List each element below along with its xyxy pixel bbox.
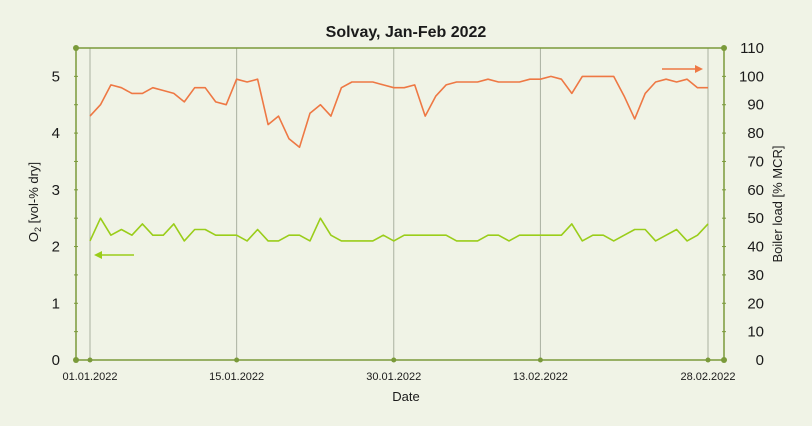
y-right-tick-label: 40: [747, 239, 764, 256]
x-tick-mark: [391, 357, 397, 363]
y-left-tick-label: 1: [52, 295, 60, 312]
y-right-tick-label: 10: [747, 324, 764, 341]
y-right-tick-label: 90: [747, 97, 764, 114]
y-right-tick-label: 80: [747, 125, 764, 142]
x-gridlines: [89, 48, 709, 360]
boiler-load-series-line: [89, 75, 708, 149]
y-right-tick-label: 50: [747, 210, 764, 227]
x-axis-title: Date: [392, 389, 419, 404]
y-right-tick-label: 0: [756, 352, 764, 369]
y-left-tick-label: 3: [52, 182, 60, 199]
x-tick-label: 30.01.2022: [366, 371, 421, 383]
y-right-tick-label: 100: [739, 68, 764, 85]
x-tick-mark: [537, 357, 543, 363]
y-right-tick-labels: 0 10 20 30 40 50 60 70 80 90 100 110: [722, 40, 764, 369]
x-tick-label: 01.01.2022: [62, 371, 117, 383]
y-left-tick-label: 2: [52, 239, 60, 256]
y-right-tick-label: 60: [747, 182, 764, 199]
o2-axis-arrow-head: [94, 251, 102, 259]
y-right-tick-label: 70: [747, 153, 764, 170]
x-tick-mark: [234, 357, 240, 363]
x-tick-mark: [705, 357, 711, 363]
chart-title: Solvay, Jan-Feb 2022: [326, 24, 487, 41]
axis-corner-dot: [73, 45, 79, 51]
y-left-tick-label: 4: [52, 125, 60, 142]
x-tick-labels: 01.01.2022 15.01.2022 30.01.2022 13.02.2022…: [62, 357, 736, 383]
y-left-tick-labels: 0 1 2 3 4 5: [52, 68, 78, 369]
series-axis-arrows: [94, 65, 703, 259]
o2-series-line: [89, 217, 709, 242]
x-tick-label: 13.02.2022: [513, 371, 568, 383]
series-lines: [89, 75, 709, 242]
y-right-axis-title: Boiler load [% MCR]: [770, 145, 785, 262]
y-left-tick-label: 5: [52, 68, 60, 85]
y-left-axis-title: O2 [vol-% dry]: [26, 162, 43, 242]
load-axis-arrow-head: [695, 65, 703, 73]
y-right-tick-label: 110: [740, 40, 764, 57]
x-tick-label: 15.01.2022: [209, 371, 264, 383]
y-right-tick-label: 20: [747, 295, 764, 312]
y-right-tick-label: 30: [747, 267, 764, 284]
x-tick-label: 28.02.2022: [680, 371, 735, 383]
y-left-tick-label: 0: [52, 352, 60, 369]
x-tick-mark: [87, 357, 93, 363]
